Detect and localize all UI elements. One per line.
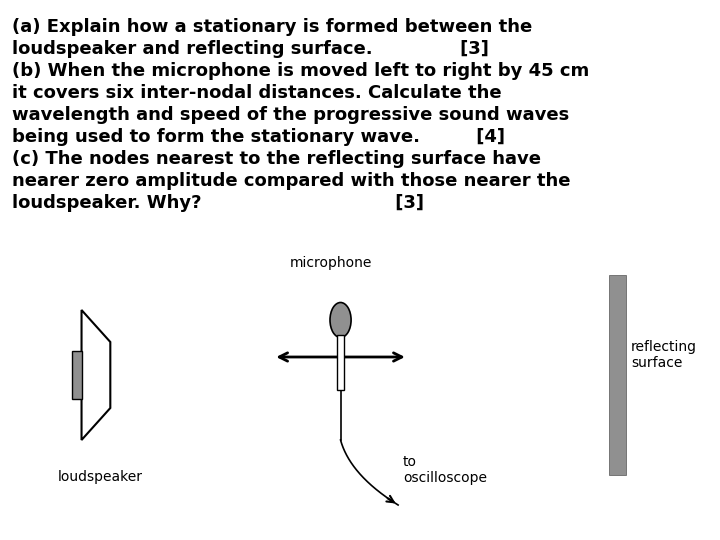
Ellipse shape — [330, 302, 351, 338]
Bar — [337, 335, 344, 390]
Text: microphone: microphone — [289, 256, 372, 270]
Text: loudspeaker: loudspeaker — [58, 470, 143, 484]
Text: (a) Explain how a stationary is formed between the: (a) Explain how a stationary is formed b… — [12, 18, 533, 36]
Text: it covers six inter-nodal distances. Calculate the: it covers six inter-nodal distances. Cal… — [12, 84, 502, 102]
Text: being used to form the stationary wave.         [4]: being used to form the stationary wave. … — [12, 128, 505, 146]
Text: wavelength and speed of the progressive sound waves: wavelength and speed of the progressive … — [12, 106, 570, 124]
Bar — [72, 351, 81, 399]
Text: to
oscilloscope: to oscilloscope — [403, 455, 487, 485]
Text: loudspeaker. Why?                               [3]: loudspeaker. Why? [3] — [12, 194, 425, 212]
Text: nearer zero amplitude compared with those nearer the: nearer zero amplitude compared with thos… — [12, 172, 571, 190]
Text: (c) The nodes nearest to the reflecting surface have: (c) The nodes nearest to the reflecting … — [12, 150, 541, 168]
Text: reflecting
surface: reflecting surface — [631, 340, 697, 370]
Text: (b) When the microphone is moved left to right by 45 cm: (b) When the microphone is moved left to… — [12, 62, 590, 80]
Text: loudspeaker and reflecting surface.              [3]: loudspeaker and reflecting surface. [3] — [12, 40, 490, 58]
Bar — [609, 275, 626, 475]
